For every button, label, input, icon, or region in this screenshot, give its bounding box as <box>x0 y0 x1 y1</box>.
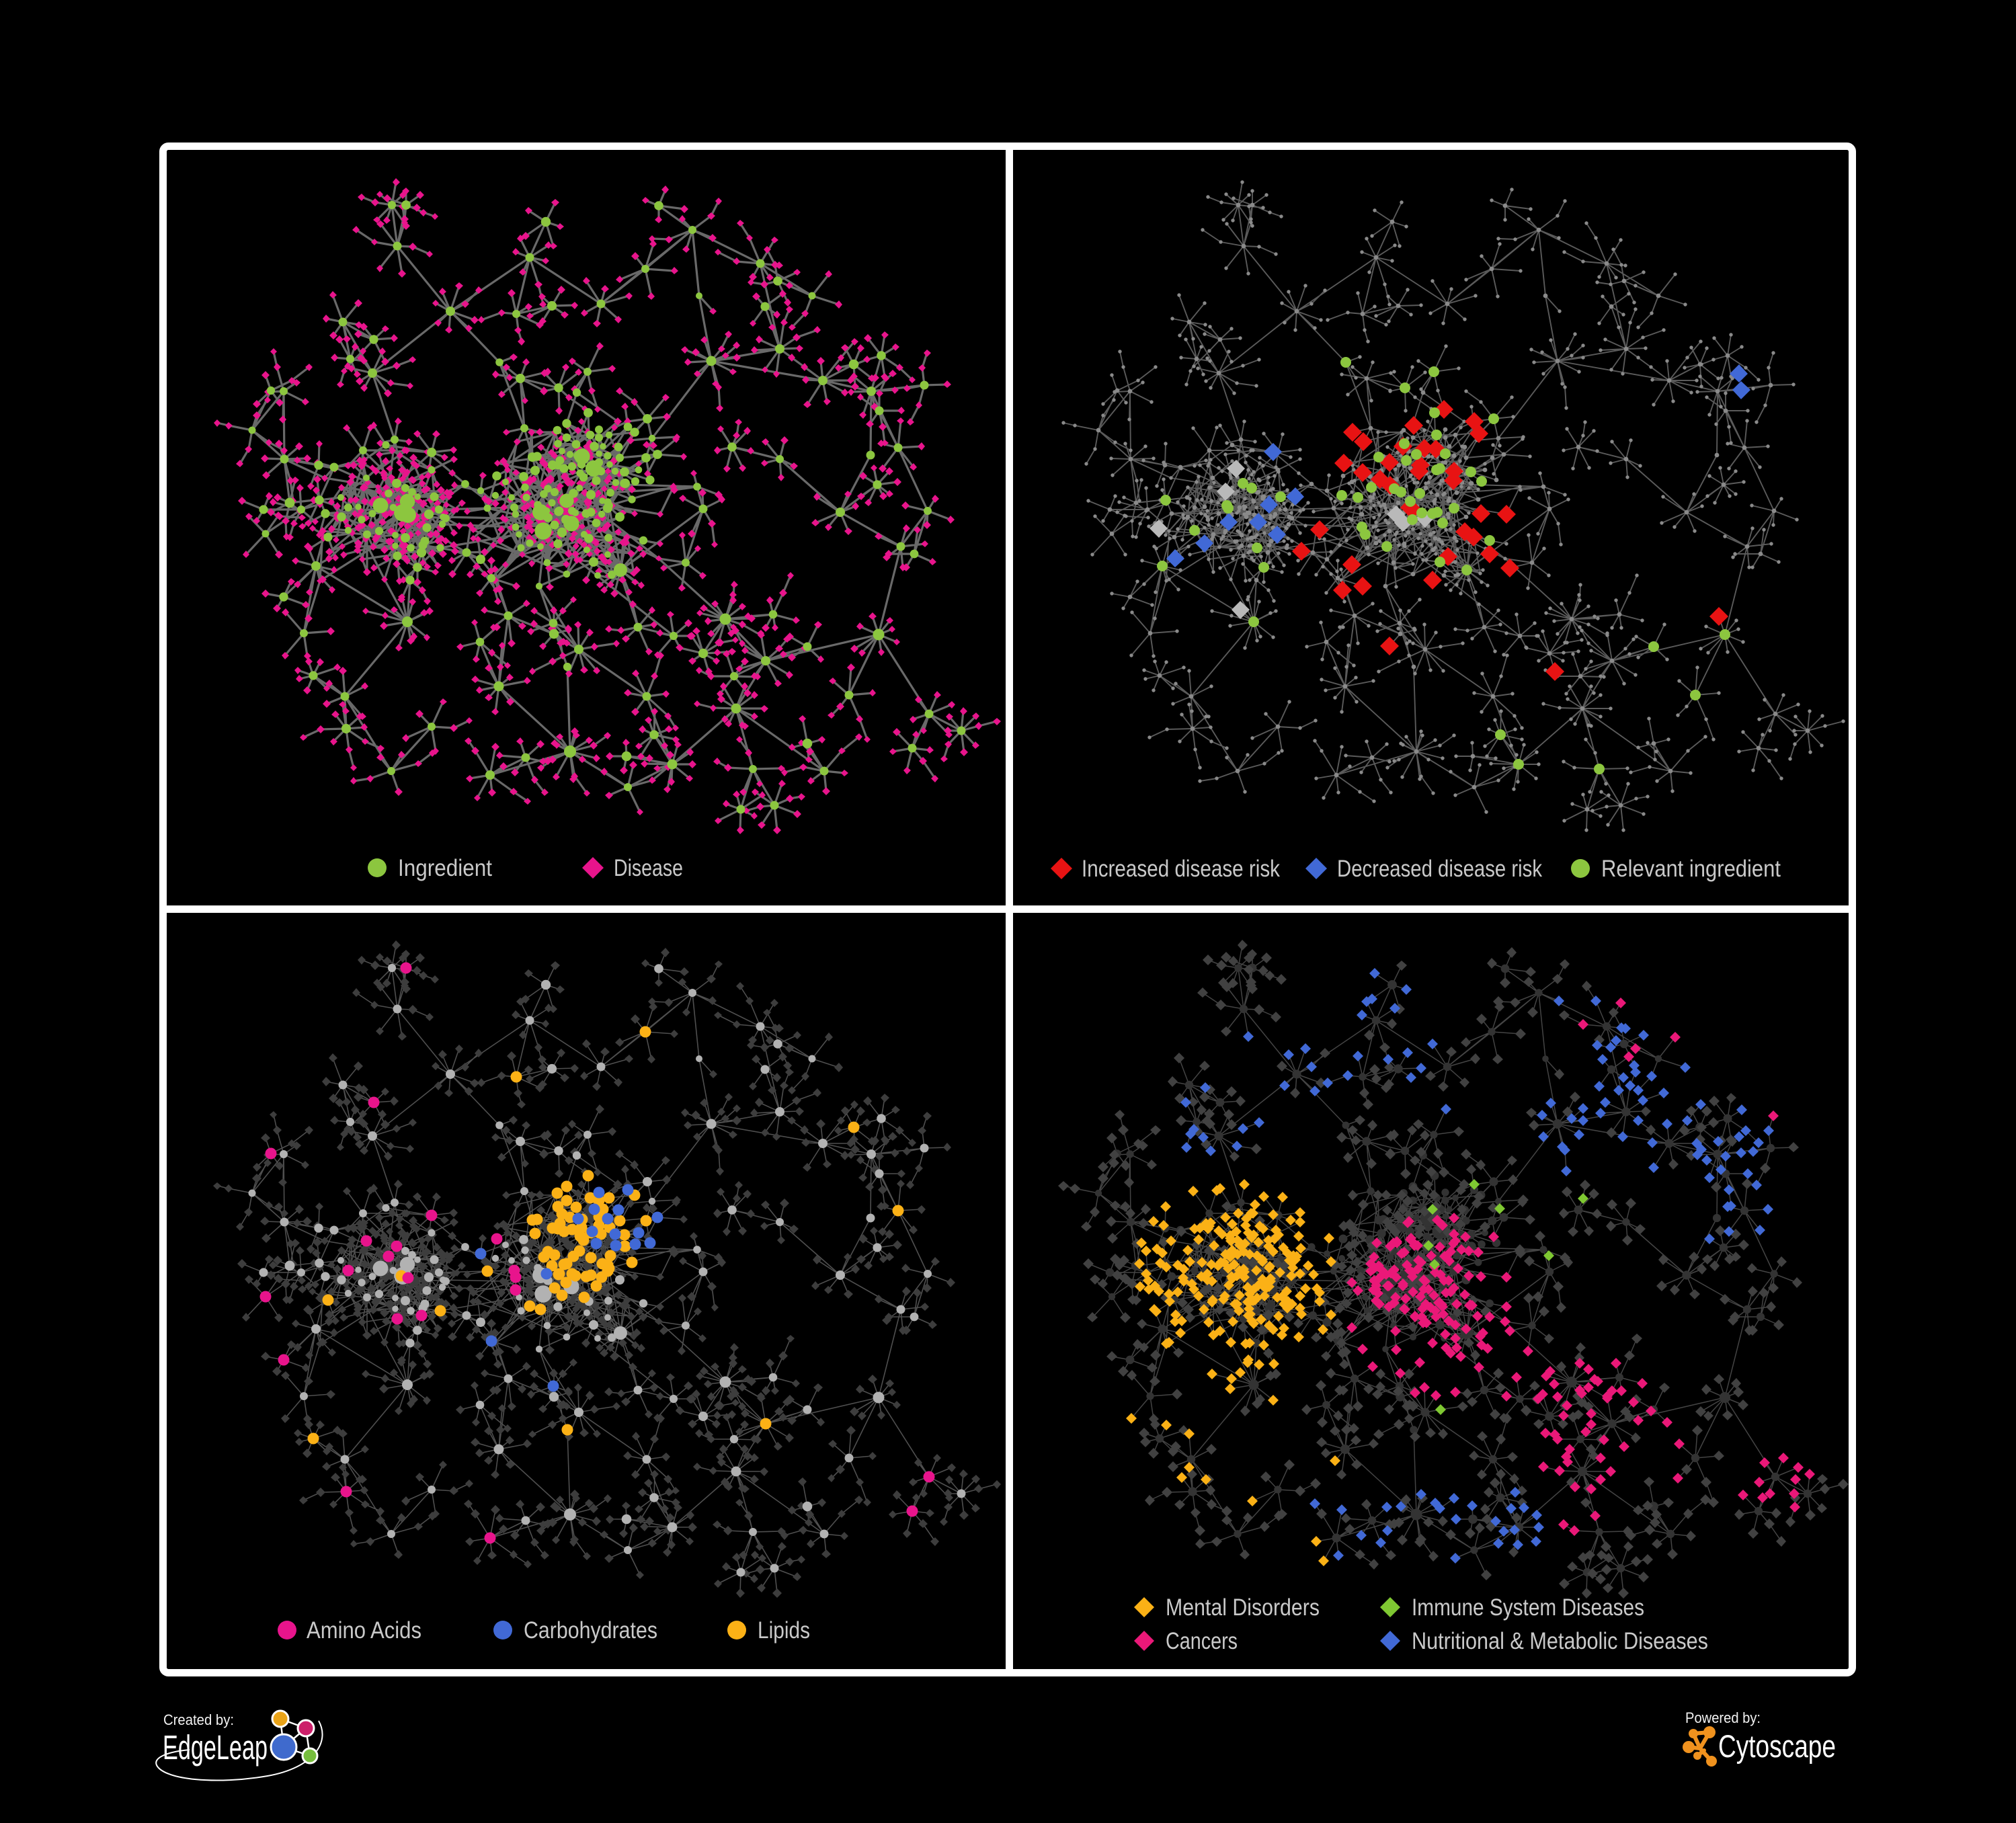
svg-text:Carbohydrates: Carbohydrates <box>524 1617 657 1644</box>
svg-text:Created by:: Created by: <box>163 1711 234 1728</box>
svg-text:Increased disease risk: Increased disease risk <box>1082 856 1280 882</box>
svg-text:Disease: Disease <box>614 855 683 881</box>
svg-text:Cancers: Cancers <box>1166 1628 1238 1654</box>
svg-text:Amino Acids: Amino Acids <box>307 1617 421 1644</box>
svg-text:Lipids: Lipids <box>758 1617 810 1644</box>
svg-text:Nutritional & Metabolic Diseas: Nutritional & Metabolic Diseases <box>1412 1628 1708 1654</box>
svg-text:Ingredient: Ingredient <box>398 855 492 881</box>
svg-text:Mental Disorders: Mental Disorders <box>1166 1594 1320 1621</box>
svg-text:Powered by:: Powered by: <box>1685 1709 1761 1726</box>
svg-text:Cytoscape: Cytoscape <box>1718 1728 1836 1764</box>
svg-text:Decreased disease risk: Decreased disease risk <box>1337 856 1542 882</box>
svg-text:EdgeLeap: EdgeLeap <box>163 1728 268 1767</box>
svg-text:Relevant ingredient: Relevant ingredient <box>1601 856 1781 882</box>
svg-text:Immune System Diseases: Immune System Diseases <box>1412 1594 1644 1621</box>
